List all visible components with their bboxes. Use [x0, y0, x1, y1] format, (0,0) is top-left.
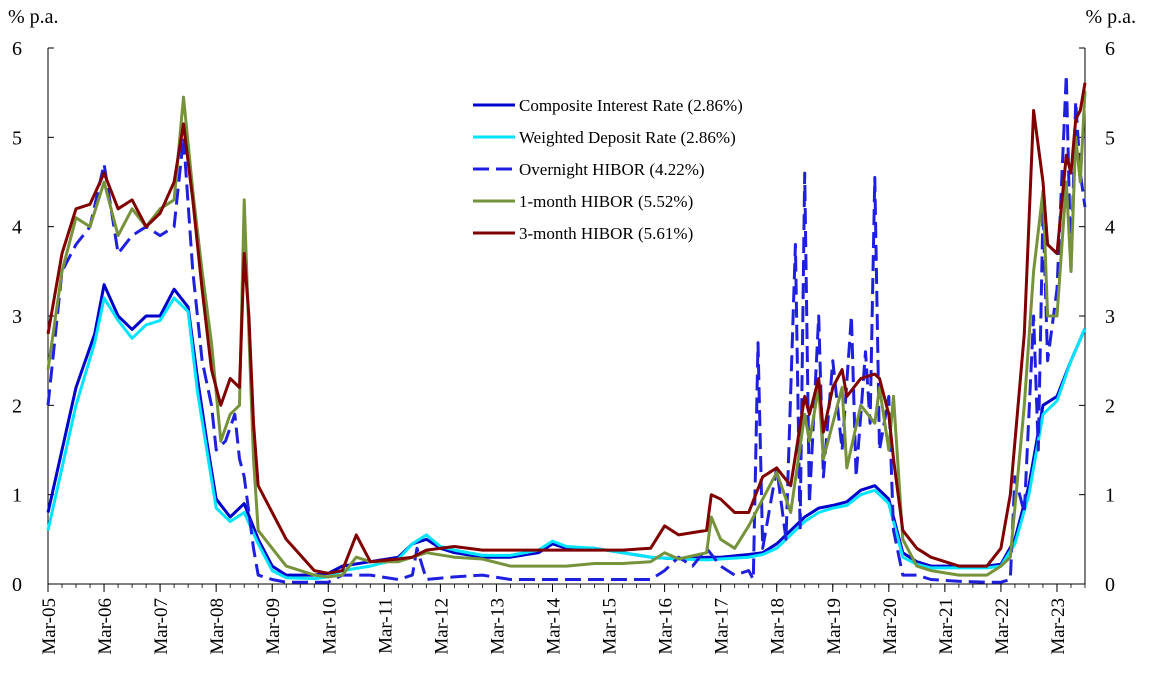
chart-axes: 0 0 1 1 2 2 3 3 4 4 5 5 6 6 Mar-05 Mar-06 Mar-07 Mar-08 Ma… [12, 38, 1115, 655]
x-tick-label: Mar-19 [824, 598, 845, 655]
y-tick-label-left: 0 [12, 574, 22, 596]
x-tick-label: Mar-23 [1048, 598, 1069, 655]
y-tick-label-right: 6 [1105, 38, 1115, 60]
x-tick-label: Mar-22 [992, 598, 1013, 655]
x-tick-label: Mar-07 [151, 598, 172, 655]
legend-label-1: Weighted Deposit Rate (2.86%) [519, 128, 736, 147]
x-tick-label: Mar-05 [39, 598, 60, 655]
legend-label-3: 1-month HIBOR (5.52%) [519, 192, 693, 211]
y-tick-label-right: 1 [1105, 485, 1115, 507]
x-tick-label: Mar-16 [656, 598, 677, 655]
series-line-1 [46, 296, 1087, 581]
chart-series-layer [46, 73, 1087, 584]
x-tick-label: Mar-21 [936, 598, 957, 655]
x-tick-label: Mar-10 [319, 598, 340, 655]
y-tick-label-right: 4 [1105, 217, 1115, 239]
x-tick-label: Mar-12 [431, 598, 452, 655]
x-tick-label: Mar-11 [375, 598, 396, 654]
series-line-4 [46, 82, 1087, 575]
legend-label-2: Overnight HIBOR (4.22%) [519, 160, 705, 179]
x-tick-label: Mar-09 [263, 598, 284, 655]
series-line-0 [46, 283, 1087, 577]
y-tick-label-left: 4 [12, 217, 22, 239]
y-tick-label-left: 3 [12, 306, 22, 328]
x-tick-label: Mar-08 [207, 598, 228, 655]
y-axis-unit-left: % p.a. [8, 6, 59, 28]
x-tick-label: Mar-13 [487, 598, 508, 655]
y-tick-label-right: 0 [1105, 574, 1115, 596]
y-tick-label-left: 2 [12, 395, 22, 417]
x-tick-label: Mar-14 [543, 598, 564, 655]
legend-label-0: Composite Interest Rate (2.86%) [519, 96, 743, 115]
x-tick-label: Mar-18 [768, 598, 789, 655]
y-tick-label-right: 5 [1105, 127, 1115, 149]
x-tick-label: Mar-17 [712, 598, 733, 655]
y-tick-label-left: 1 [12, 485, 22, 507]
x-tick-label: Mar-15 [600, 598, 621, 655]
chart-legend: Composite Interest Rate (2.86%) Weighted … [473, 96, 743, 243]
y-tick-label-right: 3 [1105, 306, 1115, 328]
legend-label-4: 3-month HIBOR (5.61%) [519, 224, 693, 243]
x-tick-label: Mar-20 [880, 598, 901, 655]
y-tick-label-left: 6 [12, 38, 22, 60]
series-line-3 [46, 90, 1087, 579]
y-tick-label-right: 2 [1105, 395, 1115, 417]
x-tick-label: Mar-06 [95, 598, 116, 655]
y-tick-label-left: 5 [12, 127, 22, 149]
y-axis-unit-right: % p.a. [1085, 6, 1136, 28]
series-line-2 [46, 73, 1087, 584]
